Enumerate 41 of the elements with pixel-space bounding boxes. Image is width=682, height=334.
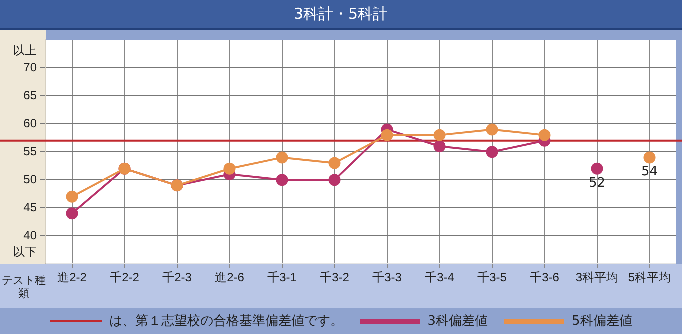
point bbox=[328, 174, 341, 186]
legend-label: 3科偏差値 bbox=[426, 313, 488, 330]
x-tick-label: 千2-2 bbox=[110, 270, 140, 285]
point bbox=[66, 208, 78, 220]
x-tick-label: 千2-3 bbox=[162, 270, 192, 285]
x-tick-label: 千3-6 bbox=[530, 270, 560, 285]
point bbox=[66, 190, 78, 203]
y-tick-label: 60 bbox=[24, 116, 38, 130]
point bbox=[224, 162, 236, 175]
x-axis-title: テスト種類 bbox=[2, 274, 46, 300]
legend-label: は、第１志望校の合格基準偏差値です。 bbox=[108, 313, 344, 330]
point bbox=[486, 124, 498, 136]
point bbox=[486, 146, 498, 158]
x-tick-label: 千3-5 bbox=[478, 270, 508, 285]
point bbox=[538, 129, 551, 142]
data-label: 52 bbox=[588, 176, 606, 191]
point bbox=[434, 129, 446, 142]
point bbox=[381, 129, 394, 142]
y-tick-label: 以下 bbox=[13, 245, 37, 260]
y-tick-label: 65 bbox=[24, 88, 38, 102]
x-tick-label: 千3-1 bbox=[268, 270, 298, 285]
data-label: 54 bbox=[641, 164, 658, 180]
point bbox=[276, 174, 288, 186]
y-tick-label: 40 bbox=[24, 228, 38, 242]
y-tick-label: 70 bbox=[24, 60, 38, 74]
x-tick-label: 進2-6 bbox=[215, 270, 245, 285]
chart-title: 3科計・5科計 bbox=[0, 0, 682, 30]
y-tick-label: 50 bbox=[24, 172, 38, 186]
x-tick-label: 進2-2 bbox=[58, 270, 88, 285]
x-tick-label: 千3-2 bbox=[320, 270, 350, 285]
y-tick-label: 55 bbox=[24, 144, 38, 158]
point bbox=[328, 157, 341, 170]
x-tick-label: 5科平均 bbox=[628, 270, 672, 285]
y-tick-label: 45 bbox=[24, 200, 38, 214]
legend-label: 5科偏差値 bbox=[571, 313, 632, 330]
x-tick-label: 千3-4 bbox=[425, 270, 455, 285]
point bbox=[434, 140, 446, 153]
x-tick-label: 3科平均 bbox=[576, 270, 619, 285]
y-tick-label: 以上 bbox=[13, 44, 37, 58]
x-tick-label: 千3-3 bbox=[372, 270, 402, 285]
point bbox=[276, 152, 288, 164]
